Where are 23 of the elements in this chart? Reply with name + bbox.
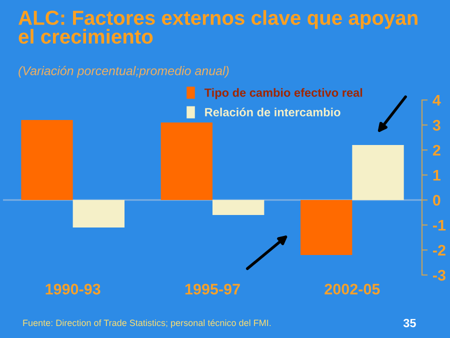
bar (300, 200, 352, 255)
bar (352, 145, 404, 200)
bar (21, 120, 73, 200)
y-tick-label: -3 (433, 270, 446, 281)
y-tick-label: 2 (432, 144, 440, 156)
bar (72, 200, 125, 228)
y-tick-label: 3 (432, 120, 440, 131)
y-tick-label: 1 (433, 170, 440, 181)
y-tick-label: 0 (433, 194, 440, 206)
text: 35 (403, 318, 416, 328)
legend-label: Tipo de cambio efectivo real (204, 88, 362, 100)
legend-label: Relación de intercambio (205, 108, 340, 116)
x-tick-label: 1990-93 (46, 284, 100, 295)
bar (160, 122, 212, 200)
x-tick-label: 2002-05 (324, 284, 380, 295)
bar (212, 200, 264, 215)
y-tick-label: -1 (433, 220, 446, 231)
y-tick-label: -2 (433, 244, 446, 256)
source-note: Fuente: Direction of Trade Statistics; personal técnico del FMI. (23, 319, 271, 328)
y-tick-label: 4 (432, 95, 441, 106)
chart-title: ALC: Factores externos clave que apoyan el crecimiento (18, 10, 418, 44)
x-tick-label: 1995-97 (185, 284, 240, 295)
chart-subtitle: (Variación porcentual;promedio anual) (18, 66, 229, 78)
